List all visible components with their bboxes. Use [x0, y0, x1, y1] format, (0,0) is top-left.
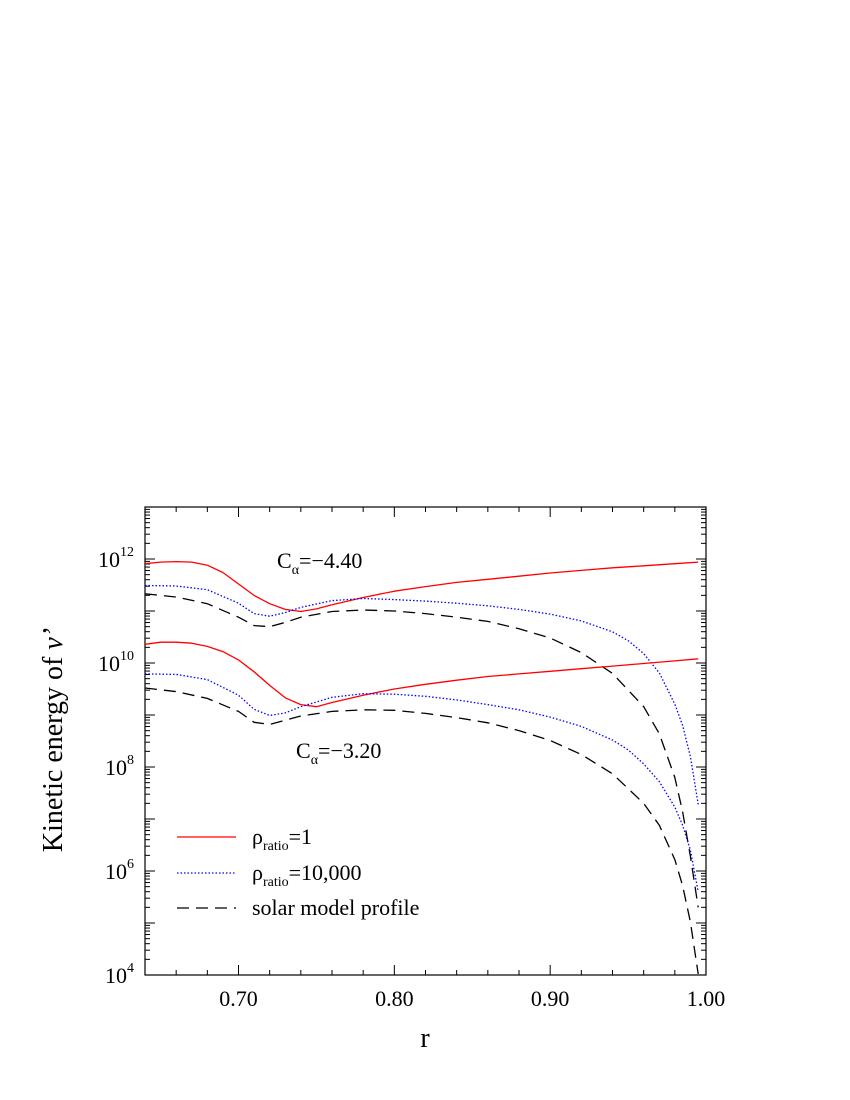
series-line-dotted-lower	[145, 673, 699, 892]
axis-ticks	[144, 507, 707, 976]
series-line-solid-upper	[145, 560, 699, 613]
series-line-solid-lower	[145, 641, 699, 708]
y-tick-label: 1012	[98, 545, 134, 572]
x-tick-label: 0.70	[219, 986, 258, 1011]
legend-label-rho-1: ρratio=1	[252, 824, 312, 854]
y-tick-label: 108	[105, 753, 134, 780]
annotation-c-alpha-320: Cα=−3.20	[296, 738, 381, 768]
series-line-dashed-lower	[145, 687, 699, 975]
y-tick-label: 106	[105, 857, 134, 884]
x-axis-title: r	[420, 1023, 430, 1054]
x-tick-labels: 0.70 0.80 0.90 1.00	[219, 986, 725, 1011]
x-tick-label: 1.00	[687, 986, 726, 1011]
series-line-dashed-upper	[145, 593, 699, 908]
y-tick-label: 1010	[98, 649, 134, 676]
annotation-c-alpha-440: Cα=−4.40	[277, 548, 362, 578]
legend-label-solar: solar model profile	[252, 895, 419, 920]
y-axis-title: Kinetic energy of v’	[38, 628, 69, 852]
y-tick-label: 104	[105, 961, 134, 988]
legend: ρratio=1 ρratio=10,000 solar model profi…	[177, 824, 419, 920]
legend-label-rho-10000: ρratio=10,000	[252, 860, 362, 890]
series-group	[145, 560, 699, 975]
x-tick-label: 0.90	[531, 986, 570, 1011]
y-tick-labels: 104 106 108 1010 1012	[98, 545, 134, 988]
series-line-dotted-upper	[145, 584, 699, 805]
x-tick-label: 0.80	[375, 986, 414, 1011]
